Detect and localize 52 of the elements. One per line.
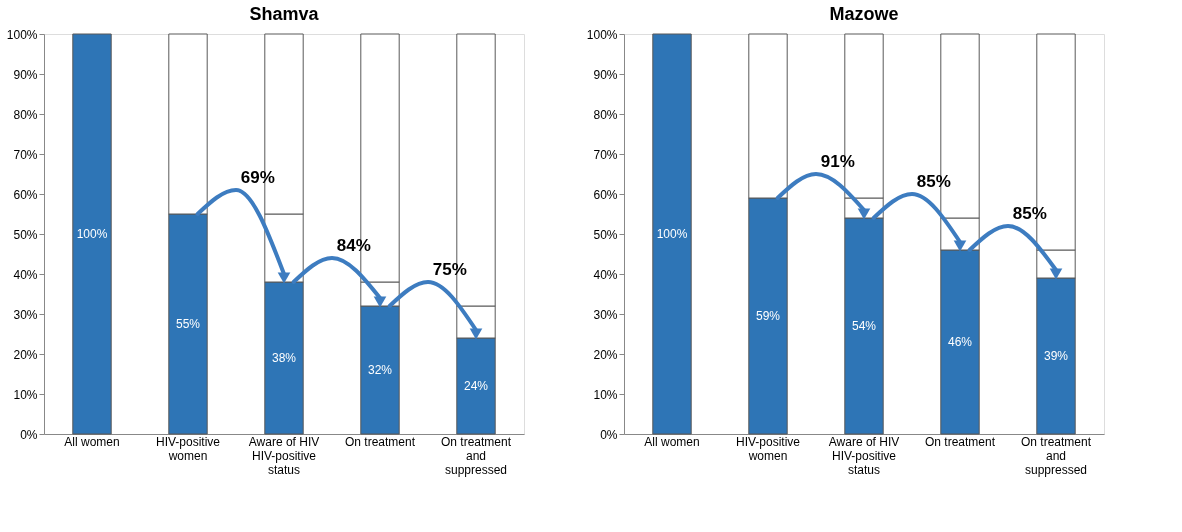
bar bbox=[652, 33, 692, 435]
y-tick-label: 0% bbox=[600, 427, 618, 442]
annotation: 84% bbox=[336, 236, 371, 255]
x-tick-label: HIV-positive women bbox=[735, 434, 801, 463]
data-label: 32% bbox=[367, 363, 393, 377]
data-label: 54% bbox=[851, 319, 877, 333]
x-tick-label: HIV-positive women bbox=[155, 434, 221, 463]
data-label: 46% bbox=[947, 335, 973, 349]
y-tick-label: 40% bbox=[593, 267, 618, 282]
data-label: 38% bbox=[271, 351, 297, 365]
x-tick-label: All women bbox=[644, 434, 700, 449]
data-label: 100% bbox=[656, 227, 688, 241]
y-tick-label: 30% bbox=[593, 307, 618, 322]
y-tick-label: 70% bbox=[13, 147, 38, 162]
y-tick-label: 30% bbox=[13, 307, 38, 322]
y-tick-label: 80% bbox=[593, 107, 618, 122]
annotation: 85% bbox=[916, 172, 951, 191]
y-tick-label: 80% bbox=[13, 107, 38, 122]
bar bbox=[72, 33, 112, 435]
y-tick-label: 100% bbox=[6, 27, 38, 42]
data-label: 100% bbox=[76, 227, 108, 241]
y-tick-label: 0% bbox=[20, 427, 38, 442]
y-tick-label: 60% bbox=[593, 187, 618, 202]
x-tick-label: All women bbox=[64, 434, 120, 449]
data-label: 59% bbox=[755, 309, 781, 323]
y-tick-label: 70% bbox=[593, 147, 618, 162]
annotation: 69% bbox=[240, 168, 275, 187]
data-label: 39% bbox=[1043, 349, 1069, 363]
data-label: 55% bbox=[175, 317, 201, 331]
x-tick-label: Aware of HIV HIV-positive status bbox=[248, 434, 320, 477]
x-tick-label: On treatment bbox=[924, 434, 996, 449]
annotation: 85% bbox=[1012, 204, 1047, 223]
y-tick-label: 60% bbox=[13, 187, 38, 202]
x-tick-label: Aware of HIV HIV-positive status bbox=[828, 434, 900, 477]
y-tick-label: 50% bbox=[593, 227, 618, 242]
y-tick-label: 20% bbox=[593, 347, 618, 362]
x-tick-label: On treatment bbox=[344, 434, 416, 449]
y-tick-label: 90% bbox=[13, 67, 38, 82]
data-label: 24% bbox=[463, 379, 489, 393]
x-tick-label: On treatment and suppressed bbox=[440, 434, 512, 477]
annotation: 75% bbox=[432, 260, 467, 279]
y-tick-label: 20% bbox=[13, 347, 38, 362]
y-tick-label: 90% bbox=[593, 67, 618, 82]
y-tick-label: 50% bbox=[13, 227, 38, 242]
y-tick-label: 40% bbox=[13, 267, 38, 282]
chart-title: Shamva bbox=[249, 4, 320, 24]
y-tick-label: 100% bbox=[586, 27, 618, 42]
y-tick-label: 10% bbox=[593, 387, 618, 402]
annotation: 91% bbox=[820, 152, 855, 171]
chart-title: Mazowe bbox=[829, 4, 899, 24]
y-tick-label: 10% bbox=[13, 387, 38, 402]
x-tick-label: On treatment and suppressed bbox=[1020, 434, 1092, 477]
